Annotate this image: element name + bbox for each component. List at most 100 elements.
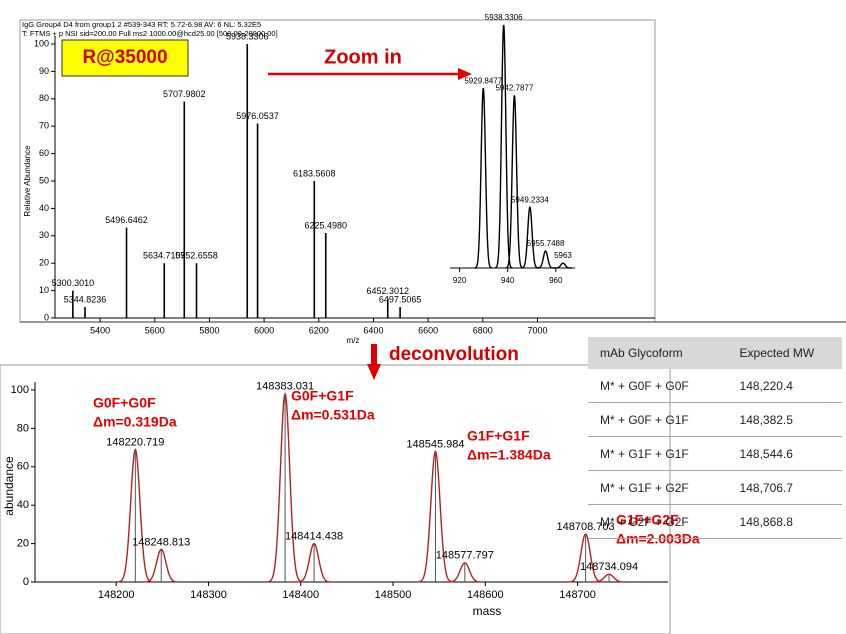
table-row: M* + G1F + G2F 148,706.7 [588,470,842,505]
peak-label: 148414.438 [285,531,343,543]
y-tick-label: 10 [39,285,49,295]
y-tick-label: 0 [23,576,29,588]
peak-label: 5496.6462 [105,215,148,225]
peak-label: 6497.5065 [379,294,422,304]
down-arrow [371,344,377,366]
resolution-label: R@35000 [82,47,167,68]
cell: M* + G2F + G2F [588,504,718,539]
x-tick-label: 5400 [90,325,110,335]
annotation: Δm=0.319Da [93,414,177,430]
peak-label: 5938.3306 [226,31,269,41]
x-tick-label: 5800 [199,325,219,335]
peak-label: 5942.7877 [495,84,533,93]
y-tick-label: 20 [17,538,29,550]
header-cell: mAb Glycoform [588,337,718,369]
peak-label: 148545.984 [406,438,464,450]
y-tick-label: 60 [39,148,49,158]
peak-label: 5955.7488 [527,239,565,248]
cell: 148,544.6 [717,436,842,471]
peak-label: 5963 [554,251,572,260]
peak [494,24,513,269]
peak-label: 5752.6558 [175,251,218,261]
cell: 148,220.4 [717,369,842,403]
x-tick-label: 6000 [254,325,274,335]
resolution-box [61,39,189,77]
peak-label: 148577.797 [436,550,494,562]
peak-label: 6183.5608 [293,168,336,178]
x-axis-label: mass [473,604,502,618]
peak-label: 5344.8236 [64,294,107,304]
peak [474,88,493,269]
header-line: T: FTMS + p NSI sid=200.00 Full ms2 1000… [22,29,278,38]
zoom-arrowhead [458,68,472,80]
peak-label: 5938.3306 [485,13,523,22]
table-row: M* + G0F + G1F 148,382.5 [588,402,842,437]
x-tick-label: 5600 [145,325,165,335]
y-tick-label: 100 [34,38,49,48]
x-tick-label: 148600 [467,589,504,601]
cell: 148,382.5 [717,402,842,437]
cell: 148,706.7 [717,470,842,505]
annotation: G0F+G0F [93,395,156,411]
down-arrowhead [367,364,381,380]
cell: M* + G1F + G2F [588,470,718,505]
cell: M* + G0F + G1F [588,402,718,437]
glycoform-table: mAb Glycoform Expected MW M* + G0F + G0F 1… [588,337,842,539]
x-tick-label: 148700 [559,589,596,601]
peak-label: 6225.4980 [304,220,347,230]
y-tick-label: 20 [39,258,49,268]
peak [536,250,555,269]
table-header: mAb Glycoform Expected MW [588,337,842,369]
x-tick-label: 940 [501,276,515,285]
peak-label: 5976.0537 [236,111,279,121]
annotation: Δm=1.384Da [467,447,551,463]
peak-label: 5929.8477 [464,76,502,85]
y-tick-label: 40 [17,499,29,511]
y-tick-label: 50 [39,175,49,185]
peak-label: 148248.813 [132,536,190,548]
y-tick-label: 90 [39,66,49,76]
annotation: G1F+G1F [467,428,530,444]
y-tick-label: 40 [39,203,49,213]
peak-label: 5634.7109 [143,251,186,261]
x-tick-label: 6400 [363,325,383,335]
y-tick-label: 80 [17,422,29,434]
y-tick-label: 80 [39,93,49,103]
peak-label: 148734.094 [580,561,638,573]
y-tick-label: 30 [39,230,49,240]
deconvolution-label: deconvolution [389,344,519,365]
cell: 148,868.8 [717,504,842,539]
x-tick-label: 148500 [375,589,412,601]
peak-label: 5949.2334 [511,195,549,204]
peak-label: 5707.9802 [163,89,206,99]
annotation: Δm=0.531Da [291,407,375,423]
x-tick-label: 6800 [473,325,493,335]
zoom-label: Zoom in [324,46,402,68]
peak-label: 148383.031 [256,381,314,393]
peak-label: 5300.3010 [52,278,95,288]
table-row: M* + G1F + G1F 148,544.6 [588,436,842,471]
x-tick-label: 148300 [190,589,227,601]
y-axis-label: Relative Abundance [23,145,32,217]
x-tick-label: 920 [453,276,467,285]
header-line: IgG Group4 D4 from group1 2 #539-343 RT:… [22,20,261,29]
x-tick-label: 6600 [418,325,438,335]
annotation: G0F+G1F [291,388,354,404]
peak-label: 6452.3012 [366,286,409,296]
table-row: M* + G2F + G2F 148,868.8 [588,504,842,539]
peak [554,262,572,269]
cell: M* + G1F + G1F [588,436,718,471]
y-tick-label: 60 [17,461,29,473]
header-cell: Expected MW [717,337,842,369]
y-tick-label: 70 [39,121,49,131]
peak [505,95,524,269]
x-tick-label: 960 [549,276,563,285]
peak-label: 148220.719 [106,436,164,448]
y-tick-label: 0 [44,312,49,322]
x-tick-label: 148400 [282,589,319,601]
table-row: M* + G0F + G0F 148,220.4 [588,369,842,403]
x-tick-label: 6200 [309,325,329,335]
y-axis-label: abundance [2,456,16,516]
